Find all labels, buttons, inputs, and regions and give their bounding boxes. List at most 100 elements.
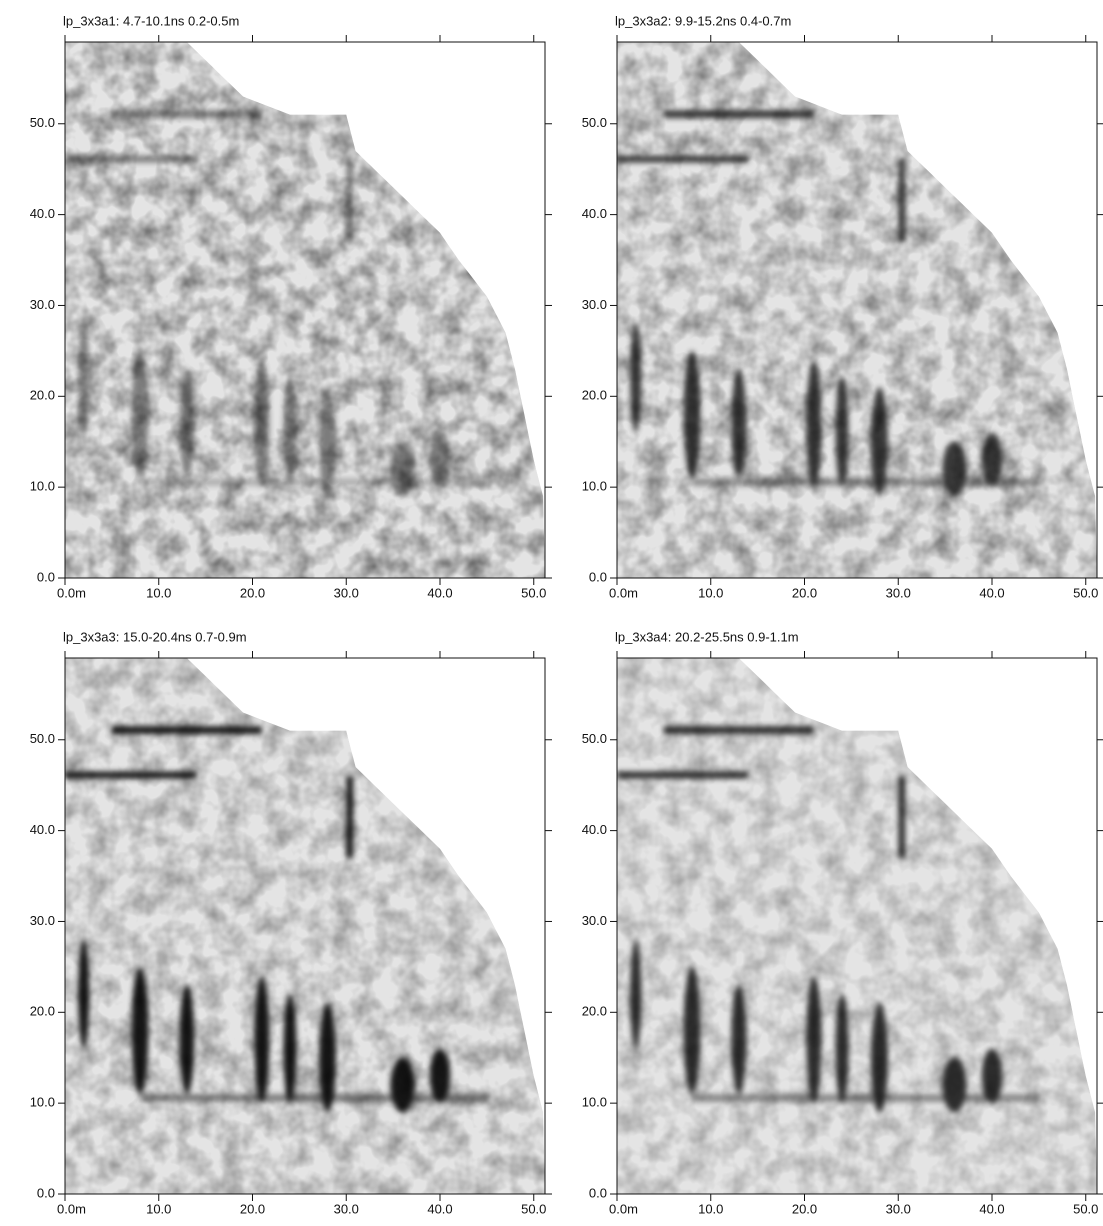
feature [663, 110, 814, 119]
y-tick-label: 30.0 [582, 913, 607, 928]
feature [283, 378, 297, 488]
x-tick-label: 50.0 [1073, 585, 1098, 600]
feature [617, 771, 749, 779]
y-tick-label: 20.0 [30, 388, 55, 403]
features [617, 726, 1039, 1113]
x-tick-label: 30.0 [886, 585, 911, 600]
x-tick-label: 10.0 [146, 1201, 171, 1216]
y-tick-label: 0.0 [589, 1185, 607, 1200]
feature [630, 939, 642, 1049]
x-tick-label: 0.0m [609, 585, 638, 600]
feature [692, 478, 1039, 487]
y-tick-label: 40.0 [30, 206, 55, 221]
y-tick-label: 50.0 [582, 115, 607, 130]
x-tick-label: 20.0 [240, 585, 265, 600]
x-tick-label: 0.0m [57, 1201, 86, 1216]
feature [283, 994, 297, 1104]
x-tick-label: 20.0 [240, 1201, 265, 1216]
y-tick-label: 30.0 [30, 297, 55, 312]
x-tick-label: 0.0m [609, 1201, 638, 1216]
panel: lp_3x3a4: 20.2-25.5ns 0.9-1.1m 0.0m 10.0 20… [582, 629, 1103, 1216]
feature [65, 771, 197, 779]
features [65, 726, 487, 1113]
feature [346, 776, 354, 858]
feature [617, 155, 749, 163]
feature [131, 350, 149, 479]
y-tick-label: 30.0 [582, 297, 607, 312]
feature [65, 155, 197, 163]
feature [390, 1057, 415, 1113]
y-tick-label: 10.0 [30, 1095, 55, 1110]
panel: lp_3x3a1: 4.7-10.1ns 0.2-0.5m 0.0m 10.0 20.… [30, 13, 552, 600]
panel-title: lp_3x3a3: 15.0-20.4ns 0.7-0.9m [63, 629, 247, 644]
gpr-slice [65, 658, 545, 1194]
feature [663, 726, 814, 735]
feature [835, 994, 849, 1104]
x-tick-label: 30.0 [334, 585, 359, 600]
x-tick-label: 30.0 [886, 1201, 911, 1216]
feature [806, 975, 822, 1104]
feature [111, 726, 262, 735]
feature [78, 323, 90, 433]
y-tick-label: 20.0 [582, 1004, 607, 1019]
feature [111, 110, 262, 119]
y-tick-label: 20.0 [30, 1004, 55, 1019]
feature [630, 323, 642, 433]
feature [429, 432, 451, 488]
y-tick-label: 0.0 [37, 1185, 55, 1200]
x-tick-label: 0.0m [57, 585, 86, 600]
y-tick-label: 10.0 [582, 479, 607, 494]
feature [254, 359, 270, 488]
feature [390, 441, 415, 497]
slice-texture [65, 42, 545, 578]
feature [731, 984, 747, 1095]
y-tick-label: 10.0 [582, 1095, 607, 1110]
gpr-slice [617, 658, 1097, 1194]
y-tick-label: 0.0 [37, 569, 55, 584]
feature [981, 1048, 1003, 1104]
feature [179, 984, 195, 1095]
gpr-slice [617, 42, 1097, 578]
feature [898, 776, 906, 858]
plot-frame [64, 657, 546, 1195]
y-tick-label: 50.0 [30, 731, 55, 746]
x-tick-label: 50.0 [1073, 1201, 1098, 1216]
y-tick-label: 10.0 [30, 479, 55, 494]
x-tick-label: 10.0 [146, 585, 171, 600]
feature [179, 368, 195, 479]
feature [683, 350, 701, 479]
feature [942, 441, 967, 497]
feature [871, 387, 888, 497]
plot-frame [64, 41, 546, 579]
feature [683, 966, 701, 1095]
feature [942, 1057, 967, 1113]
feature [319, 1003, 336, 1113]
feature [806, 359, 822, 488]
x-tick-label: 40.0 [427, 1201, 452, 1216]
feature [131, 966, 149, 1095]
feature [731, 368, 747, 479]
y-tick-label: 40.0 [582, 822, 607, 837]
feature [254, 975, 270, 1104]
panel-title: lp_3x3a2: 9.9-15.2ns 0.4-0.7m [615, 13, 791, 28]
gpr-slice [65, 42, 545, 578]
y-tick-label: 20.0 [582, 388, 607, 403]
x-tick-label: 20.0 [792, 1201, 817, 1216]
y-tick-label: 40.0 [582, 206, 607, 221]
panel-title: lp_3x3a4: 20.2-25.5ns 0.9-1.1m [615, 629, 799, 644]
panel-title: lp_3x3a1: 4.7-10.1ns 0.2-0.5m [63, 13, 239, 28]
feature [429, 1048, 451, 1104]
feature [140, 1094, 487, 1103]
x-tick-label: 40.0 [979, 585, 1004, 600]
feature [898, 160, 906, 242]
y-tick-label: 30.0 [30, 913, 55, 928]
features [65, 110, 487, 497]
plot-frame [616, 41, 1098, 579]
y-tick-label: 50.0 [582, 731, 607, 746]
feature [981, 432, 1003, 488]
x-tick-label: 10.0 [698, 1201, 723, 1216]
slice-texture [65, 658, 545, 1194]
feature [319, 387, 336, 497]
x-tick-label: 50.0 [521, 585, 546, 600]
